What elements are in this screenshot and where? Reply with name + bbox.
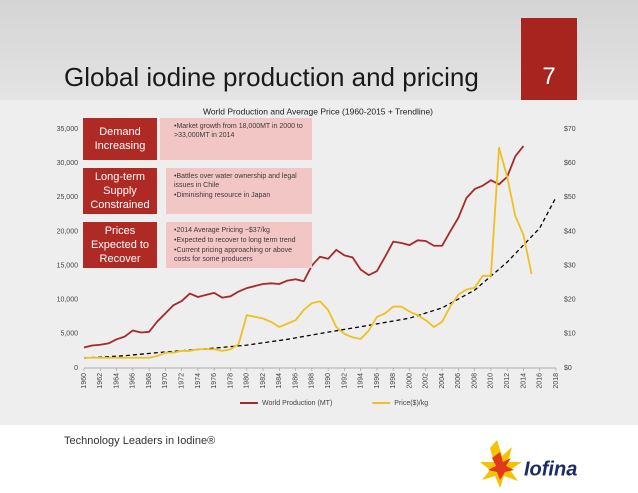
bullet: •Diminishing resource in Japan [174,192,271,199]
y2-tick-label: $50 [564,194,576,201]
y2-tick-label: $30 [564,262,576,269]
x-tick-label: 1986 [292,373,299,389]
y-tick-label: 30,000 [57,160,79,167]
bullet: •Current pricing approaching or above co… [174,247,293,263]
x-tick-label: 1962 [97,373,104,389]
callout-label: Prices Expected to Recover [83,222,157,268]
x-tick-label: 1992 [341,373,348,389]
y-tick-label: 20,000 [57,228,79,235]
x-tick-label: 1970 [162,373,169,389]
x-tick-label: 1966 [130,373,137,389]
x-tick-label: 1990 [325,373,332,389]
y-tick-label: 0 [74,365,78,372]
x-tick-label: 1996 [374,373,381,389]
page-number: 7 [521,18,577,100]
y-tick-label: 5,000 [60,331,78,338]
x-tick-label: 2016 [537,373,544,389]
callout-label-text: Long-term Supply Constrained [90,171,150,211]
y2-tick-label: $10 [564,331,576,338]
x-tick-label: 1980 [244,373,251,389]
x-tick-label: 1972 [178,373,185,389]
callout-label-text: Prices Expected to Recover [90,225,150,265]
x-tick-label: 1988 [309,373,316,389]
x-tick-label: 2018 [553,373,560,389]
callout-label: Long-term Supply Constrained [83,168,157,214]
logo-text: Iofina [524,458,577,480]
x-tick-label: 1998 [390,373,397,389]
y2-tick-label: $60 [564,160,576,167]
x-tick-label: 2010 [488,373,495,389]
logo-core [488,452,514,480]
x-tick-label: 1984 [276,373,283,389]
x-tick-label: 2002 [423,373,430,389]
x-tick-label: 1974 [195,373,202,389]
chart-title: World Production and Average Price (1960… [203,106,433,116]
y-tick-label: 10,000 [57,297,79,304]
y-tick-label: 35,000 [57,126,79,133]
y2-tick-label: $0 [564,365,572,372]
x-tick-label: 2004 [439,373,446,389]
x-tick-label: 1976 [211,373,218,389]
y-tick-label: 25,000 [57,194,79,201]
x-tick-label: 1960 [81,373,88,389]
x-tick-label: 1978 [227,373,234,389]
legend-label: World Production (MT) [262,400,332,407]
x-tick-label: 1964 [113,373,120,389]
trendline [83,196,557,359]
x-tick-label: 1994 [358,373,365,389]
series-line [83,145,525,349]
callout-label: Demand Increasing [83,118,157,160]
x-tick-label: 1968 [146,373,153,389]
x-tick-label: 2008 [471,373,478,389]
callout-detail: •Battles over water ownership and legal … [166,168,312,214]
y2-tick-label: $70 [564,126,576,133]
y2-tick-label: $40 [564,228,576,235]
x-tick-label: 2000 [406,373,413,389]
bullet: •2014 Average Pricing ~$37/kg [174,227,270,234]
legend-label: Price($)/kg [394,400,428,407]
bullet: •Expected to recover to long term trend [174,237,296,244]
slide-title: Global iodine production and pricing [64,62,479,92]
y-tick-label: 15,000 [57,262,79,269]
footer: Technology Leaders in Iodine® [64,435,216,447]
bullet: •Battles over water ownership and legal … [174,173,297,189]
x-tick-label: 2014 [520,373,527,389]
y2-tick-label: $20 [564,297,576,304]
x-tick-label: 2012 [504,373,511,389]
callout-detail: •Market growth from 18,000MT in 2000 to … [160,118,312,160]
x-tick-label: 1982 [260,373,267,389]
bullet: •Market growth from 18,000MT in 2000 to … [174,123,303,139]
callout-detail: •2014 Average Pricing ~$37/kg •Expected t… [166,222,312,268]
callout-label-text: Demand Increasing [94,126,146,152]
series-line [84,146,533,359]
x-tick-label: 2006 [455,373,462,389]
